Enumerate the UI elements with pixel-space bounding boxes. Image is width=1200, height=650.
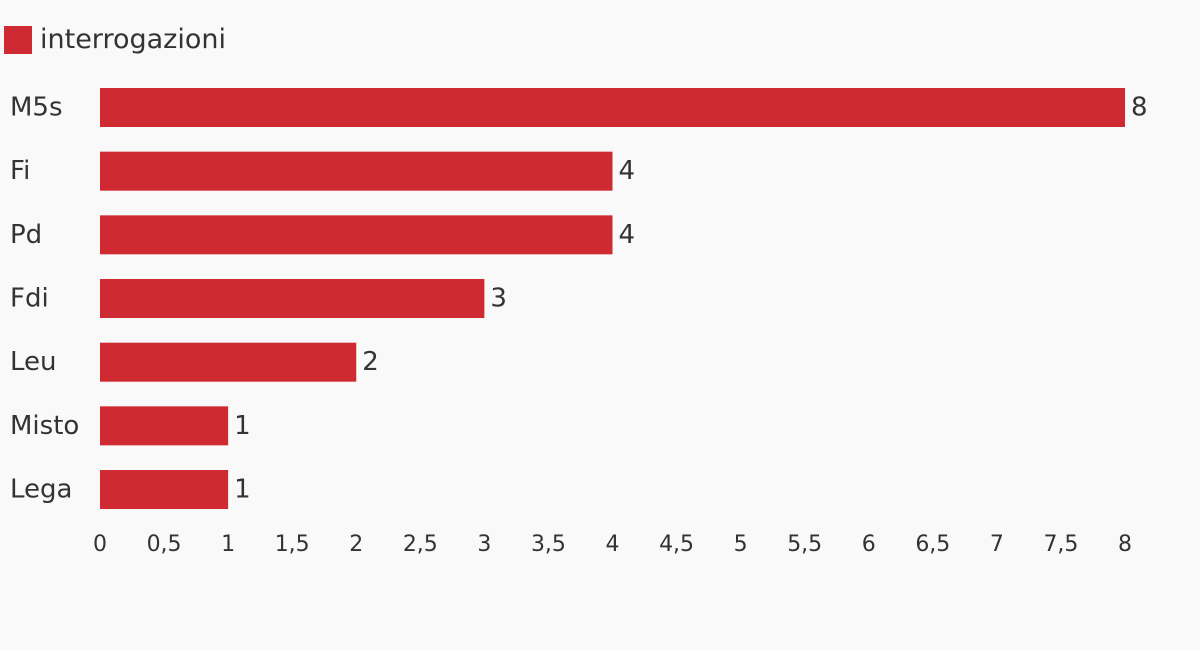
category-label: M5s bbox=[10, 93, 63, 123]
value-label: 3 bbox=[490, 284, 507, 314]
bars-layer bbox=[100, 88, 1125, 510]
category-label: Lega bbox=[10, 475, 72, 505]
bar-misto bbox=[100, 406, 229, 446]
x-tick-label: 5,5 bbox=[787, 532, 822, 557]
x-tick-label: 3,5 bbox=[531, 532, 566, 557]
x-axis-tick-labels: 0 0,5 1 1,5 2 2,5 3 3,5 4 4,5 5 5,5 6 6,5 7 7,5 8 bbox=[93, 532, 1132, 557]
value-label: 1 bbox=[234, 411, 251, 441]
x-tick-label: 4,5 bbox=[659, 532, 694, 557]
value-label: 4 bbox=[619, 156, 636, 186]
legend-label: interrogazioni bbox=[40, 24, 226, 55]
legend: interrogazioni bbox=[4, 24, 226, 56]
category-labels: M5s Fi Pd Fdi Leu Misto Lega bbox=[10, 93, 79, 505]
bar-fi bbox=[100, 151, 613, 191]
bar-lega bbox=[100, 470, 229, 510]
value-label: 1 bbox=[234, 475, 251, 505]
x-tick-label: 6,5 bbox=[915, 532, 950, 557]
x-tick-label: 0,5 bbox=[147, 532, 182, 557]
x-tick-label: 1,5 bbox=[275, 532, 310, 557]
value-label: 8 bbox=[1131, 93, 1148, 123]
x-tick-label: 7 bbox=[990, 532, 1004, 557]
x-tick-label: 4 bbox=[606, 532, 620, 557]
category-label: Leu bbox=[10, 347, 57, 377]
category-label: Fdi bbox=[10, 284, 49, 314]
x-tick-label: 0 bbox=[93, 532, 107, 557]
bar-leu bbox=[100, 342, 357, 382]
category-label: Misto bbox=[10, 411, 79, 441]
category-label: Pd bbox=[10, 220, 42, 250]
x-tick-label: 2,5 bbox=[403, 532, 438, 557]
value-label: 2 bbox=[362, 347, 379, 377]
x-tick-label: 3 bbox=[477, 532, 491, 557]
x-tick-label: 1 bbox=[221, 532, 235, 557]
bar-fdi bbox=[100, 279, 485, 319]
bar-m5s bbox=[100, 88, 1125, 127]
category-label: Fi bbox=[10, 156, 30, 186]
x-tick-label: 8 bbox=[1118, 532, 1132, 557]
x-tick-label: 5 bbox=[734, 532, 748, 557]
value-labels: 8 4 4 3 2 1 1 bbox=[234, 93, 1147, 505]
x-tick-label: 2 bbox=[349, 532, 363, 557]
legend-swatch bbox=[4, 26, 32, 54]
bar-pd bbox=[100, 215, 613, 255]
x-tick-label: 6 bbox=[862, 532, 876, 557]
x-tick-label: 7,5 bbox=[1043, 532, 1078, 557]
value-label: 4 bbox=[619, 220, 636, 250]
